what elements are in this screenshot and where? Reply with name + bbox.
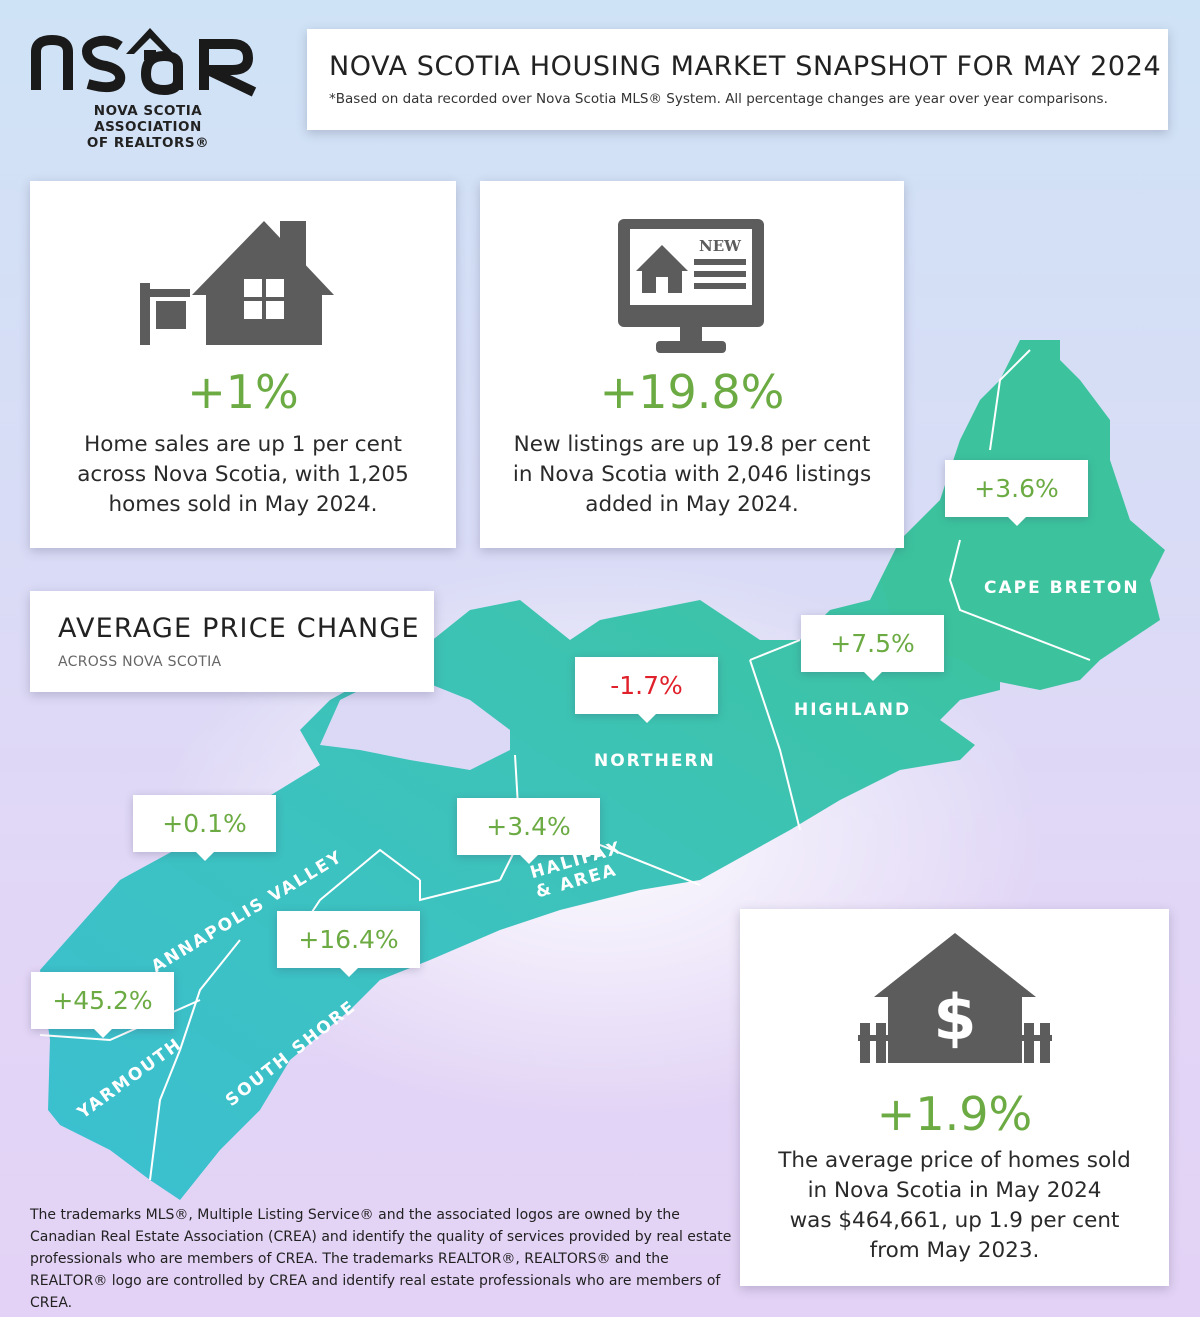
new-badge: NEW (699, 237, 742, 255)
sales-line3: homes sold in May 2024. (108, 492, 378, 517)
price-line2: in Nova Scotia in May 2024 (807, 1178, 1102, 1203)
price-description: The average price of homes sold in Nova … (740, 1146, 1169, 1266)
page-subtitle: *Based on data recorded over Nova Scotia… (329, 91, 1108, 107)
trademark-disclaimer: The trademarks MLS®, Multiple Listing Se… (30, 1207, 732, 1311)
price-line1: The average price of homes sold (778, 1148, 1131, 1173)
label-cape-breton: CAPE BRETON (984, 578, 1140, 598)
callout-annapolis-valley: +0.1% (133, 795, 276, 861)
logo-of: OF (86, 135, 114, 151)
logo-name-line1: NOVA SCOTIA ASSOCIATION (93, 103, 203, 135)
average-price-change-card: AVERAGE PRICE CHANGE ACROSS NOVA SCOTIA (30, 591, 434, 692)
basin-shape (320, 680, 510, 770)
average-price-title: AVERAGE PRICE CHANGE (58, 613, 420, 644)
mainland-shape (40, 580, 1000, 1200)
sales-percent: +1% (187, 365, 299, 419)
callout-yarmouth: +45.2% (31, 972, 174, 1038)
house-dollar-icon: $ (858, 933, 1052, 1063)
new-listings-card: NEW +19.8% New listings are up 19.8 per … (480, 181, 904, 548)
home-sales-card: +1% Home sales are up 1 per cent across … (30, 181, 456, 548)
logo-name-line2: OF REALTORS® (46, 135, 250, 151)
callout-halifax: +3.4% (457, 798, 600, 864)
house-for-sale-icon (140, 221, 334, 345)
sales-description: Home sales are up 1 per cent across Nova… (30, 430, 456, 520)
price-percent: +1.9% (876, 1087, 1033, 1141)
listings-percent: +19.8% (599, 365, 785, 419)
average-price-subtitle: ACROSS NOVA SCOTIA (58, 654, 222, 670)
price-line3: was $464,661, up 1.9 per cent (789, 1208, 1120, 1233)
callout-highland: +7.5% (801, 615, 944, 681)
label-highland: HIGHLAND (794, 700, 912, 720)
svg-text:$: $ (933, 981, 976, 1054)
sales-line1: Home sales are up 1 per cent (84, 432, 402, 457)
sales-line2: across Nova Scotia, with 1,205 (77, 462, 409, 487)
listings-description: New listings are up 19.8 per cent in Nov… (480, 430, 904, 520)
logo-registered: ® (195, 135, 210, 151)
logo-realtors: REALTORS (113, 135, 196, 151)
logo-wordmark (31, 28, 257, 97)
label-northern: NORTHERN (594, 751, 716, 771)
price-line4: from May 2023. (869, 1238, 1040, 1263)
new-listing-monitor-icon: NEW (618, 219, 764, 353)
callout-cape-breton: +3.6% (945, 460, 1088, 526)
logo-association-name: NOVA SCOTIA ASSOCIATION OF REALTORS® (46, 103, 250, 151)
callout-south-shore: +16.4% (277, 911, 420, 977)
listings-line2: in Nova Scotia with 2,046 listings (512, 462, 872, 487)
callout-northern: -1.7% (575, 657, 718, 723)
header-card: NOVA SCOTIA HOUSING MARKET SNAPSHOT FOR … (307, 29, 1168, 130)
listings-line3: added in May 2024. (585, 492, 799, 517)
nsar-logo: NOVA SCOTIA ASSOCIATION OF REALTORS® (28, 20, 268, 151)
listings-line1: New listings are up 19.8 per cent (513, 432, 871, 457)
page-title: NOVA SCOTIA HOUSING MARKET SNAPSHOT FOR … (329, 51, 1162, 82)
average-price-card: $ +1.9% The average price of homes sold … (740, 909, 1169, 1286)
